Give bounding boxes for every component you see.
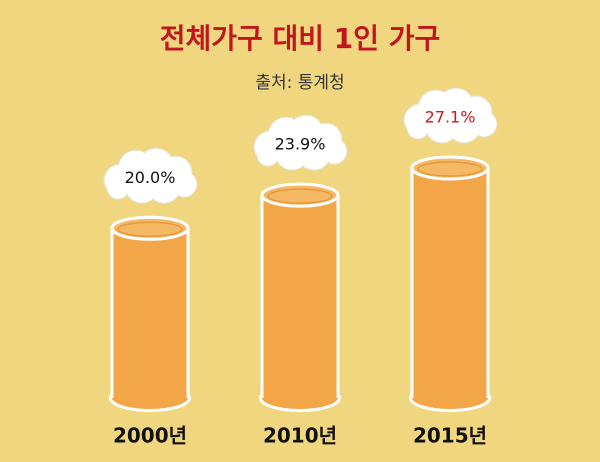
bar-top xyxy=(410,155,490,181)
bar-top-inner xyxy=(417,161,483,177)
cloud-fill xyxy=(408,118,428,138)
data-label: 20.0% xyxy=(125,168,176,187)
cloud xyxy=(253,114,348,171)
bar xyxy=(112,228,188,398)
bar-top xyxy=(260,182,340,208)
data-label: 23.9% xyxy=(275,135,326,154)
bar xyxy=(412,168,488,398)
bar-top-inner xyxy=(117,221,183,238)
chart-subtitle: 출처: 통계청 xyxy=(255,73,344,93)
x-tick-label: 2015년 xyxy=(413,424,487,448)
cloud-fill xyxy=(108,178,128,199)
cloud xyxy=(103,147,198,204)
data-label: 27.1% xyxy=(425,108,476,127)
bar-top xyxy=(110,215,190,241)
cloud-fill xyxy=(126,170,158,203)
cloud-fill xyxy=(298,137,330,170)
x-tick-label: 2010년 xyxy=(263,424,337,448)
cloud xyxy=(403,87,498,144)
cloud-fill xyxy=(448,110,480,142)
cloud-fill xyxy=(148,170,180,203)
cloud-fill xyxy=(276,137,308,170)
cloud-fill xyxy=(426,110,458,142)
bar-top-inner xyxy=(267,188,333,204)
cloud-fill xyxy=(258,145,278,166)
chart-title: 전체가구 대비 1인 가구 xyxy=(160,22,441,55)
x-tick-label: 2000년 xyxy=(113,424,187,448)
bar xyxy=(262,195,338,398)
